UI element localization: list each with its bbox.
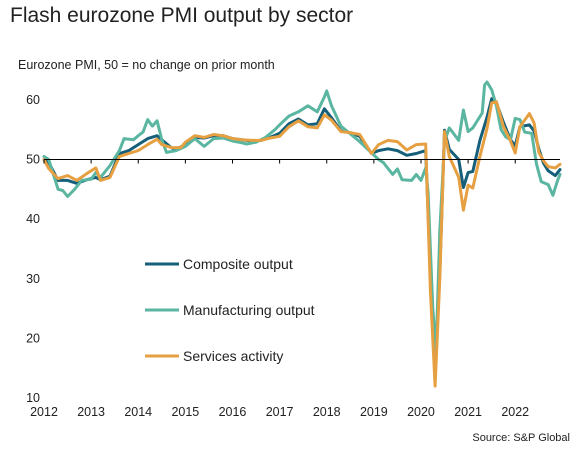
y-tick-label: 60 [26,93,40,107]
y-axis-label: Eurozone PMI, 50 = no change on prior mo… [18,58,275,72]
axis-layer: 10 20 30 40 50 60 2012 2013 2014 2015 2016 2017 2018… [26,93,560,419]
x-tick-label: 2012 [30,405,58,419]
legend-label: Composite output [183,256,293,272]
x-tick-label: 2014 [124,405,152,419]
x-tick-label: 2018 [313,405,341,419]
legend-label: Manufacturing output [183,302,315,318]
legend-label: Services activity [183,348,283,364]
chart-title: Flash eurozone PMI output by sector [10,4,354,27]
y-tick-label: 10 [26,391,40,405]
x-tick-label: 2021 [454,405,482,419]
x-tick-label: 2020 [407,405,435,419]
y-tick-label: 40 [26,212,40,226]
y-tick-label: 30 [26,272,40,286]
x-tick-label: 2015 [171,405,199,419]
series-line-services-activity [42,100,562,388]
x-tick-label: 2016 [219,405,247,419]
x-tick-label: 2022 [501,405,529,419]
x-tick-label: 2013 [77,405,105,419]
y-tick-label: 20 [26,331,40,345]
series-layer [42,80,562,388]
source-note: Source: S&P Global [472,432,570,444]
legend: Composite output Manufacturing output Serv… [145,256,315,364]
x-tick-label: 2017 [266,405,294,419]
series-line-manufacturing-output [42,80,562,352]
y-tick-label: 50 [26,153,40,167]
x-tick-label: 2019 [360,405,388,419]
